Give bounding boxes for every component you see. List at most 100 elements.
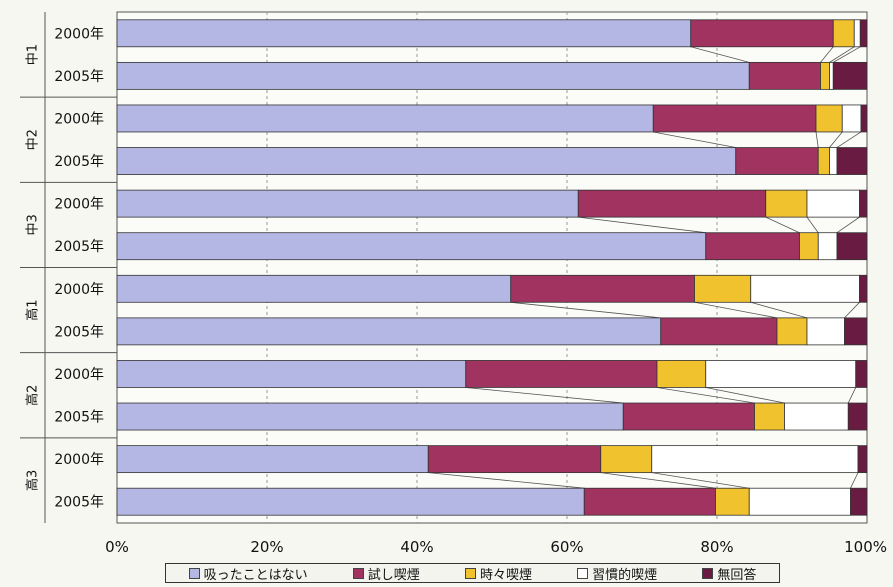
- bar-segment: [510, 274, 695, 303]
- bar-segment: [577, 189, 767, 218]
- legend-swatch: [577, 567, 589, 579]
- category-label: 2005年: [54, 239, 104, 255]
- bar-segment: [116, 189, 579, 218]
- bar-segment: [829, 147, 838, 175]
- connector-line: [829, 46, 855, 63]
- connector-line: [836, 216, 860, 234]
- bar-segment: [844, 317, 868, 346]
- category-label: 2005年: [54, 410, 104, 426]
- bar-segment: [748, 61, 821, 90]
- bar-segment: [860, 104, 868, 133]
- bar-segment: [817, 147, 830, 175]
- bar-segment: [656, 360, 707, 388]
- connector-line: [694, 301, 778, 319]
- x-tick-label: 20%: [250, 538, 283, 556]
- category-label: 2000年: [54, 197, 104, 213]
- connector-line: [833, 46, 861, 63]
- category-label: 2000年: [54, 26, 104, 42]
- group-label: 高3: [25, 470, 41, 491]
- category-label: 2005年: [54, 495, 104, 511]
- bar-segment: [660, 317, 778, 346]
- bar-segment: [832, 61, 868, 90]
- bar-segment: [857, 445, 868, 474]
- legend-swatch: [702, 567, 714, 579]
- legend-item: 試し喫煙: [352, 564, 420, 583]
- bar-segment: [427, 445, 602, 474]
- x-tick-label: 60%: [550, 538, 583, 556]
- connector-line: [847, 387, 857, 404]
- bar-segment: [776, 317, 808, 346]
- bar-segment: [116, 402, 624, 431]
- bar-segment: [705, 360, 857, 388]
- bar-segment: [829, 61, 834, 90]
- bar-segment: [806, 189, 860, 218]
- bar-segment: [116, 445, 429, 474]
- group-label: 中3: [26, 214, 41, 235]
- bar-segment: [841, 104, 862, 133]
- connector-line: [690, 46, 750, 63]
- connector-line: [750, 301, 808, 319]
- bar-segment: [116, 232, 707, 261]
- legend-label: 吸ったことはない: [203, 567, 308, 583]
- x-tick-label: 0%: [105, 538, 129, 556]
- group-label: 中1: [26, 44, 41, 65]
- x-tick-label: 40%: [400, 538, 433, 556]
- bar-segment: [806, 317, 845, 346]
- connector-line: [578, 216, 706, 234]
- x-tick-label: 100%: [844, 538, 887, 556]
- legend-label: 時々喫煙: [479, 567, 532, 583]
- connector-line: [656, 387, 755, 404]
- bar-segment: [815, 104, 843, 133]
- bar-segment: [836, 147, 868, 175]
- group-labels: 中1 中2 中3 高1 高2 高3: [25, 44, 41, 491]
- bar-segment: [715, 487, 750, 516]
- legend-label: 試し喫煙: [367, 567, 420, 583]
- bar-segment: [850, 487, 868, 516]
- connector-lines: [428, 46, 862, 489]
- bar-segment: [583, 487, 716, 516]
- bar-segment: [116, 317, 662, 346]
- legend: 吸ったことはない 試し喫煙 時々喫煙 習慣的喫煙 無回答: [165, 563, 780, 583]
- bar-segment: [859, 274, 868, 303]
- bar-segment: [765, 189, 808, 218]
- connector-line: [705, 387, 785, 404]
- bar-segment: [116, 61, 750, 90]
- bar-segment: [754, 402, 785, 431]
- gridlines: [20, 12, 718, 523]
- bar-segment: [859, 19, 868, 48]
- bar-segment: [705, 232, 800, 261]
- bar-segment: [855, 360, 868, 388]
- connector-line: [829, 131, 843, 148]
- bar-segment: [465, 360, 658, 388]
- legend-label: 習慣的喫煙: [592, 567, 658, 583]
- bar-segment: [600, 445, 653, 474]
- bar-segment: [750, 274, 860, 303]
- bar-segment: [116, 147, 737, 175]
- connector-line: [465, 387, 624, 404]
- bar-segment: [847, 402, 868, 431]
- legend-item: 習慣的喫煙: [577, 564, 657, 583]
- group-label: 高1: [25, 299, 41, 320]
- bar-segment: [836, 232, 868, 261]
- connector-line: [510, 301, 661, 319]
- bar-segment: [116, 19, 692, 48]
- legend-swatch: [188, 567, 200, 579]
- connector-line: [765, 216, 800, 234]
- bar-segment: [853, 19, 861, 48]
- bar-segment: [748, 487, 851, 516]
- connector-line: [820, 46, 834, 63]
- bar-segment: [116, 274, 512, 303]
- legend-label: 無回答: [717, 567, 757, 583]
- connector-line: [806, 216, 819, 233]
- x-tick-label: 80%: [700, 538, 733, 556]
- bar-segment: [622, 402, 755, 431]
- bar-segment: [859, 189, 868, 218]
- category-labels: 2000年 2005年 2000年 2005年 2000年 2005年 2000年 2005年…: [54, 26, 104, 510]
- connector-line: [651, 472, 750, 489]
- legend-item: 無回答: [702, 564, 756, 583]
- bar-segment: [820, 61, 830, 90]
- category-label: 2005年: [54, 324, 104, 340]
- bar-segment: [735, 147, 819, 175]
- category-label: 2005年: [54, 154, 104, 170]
